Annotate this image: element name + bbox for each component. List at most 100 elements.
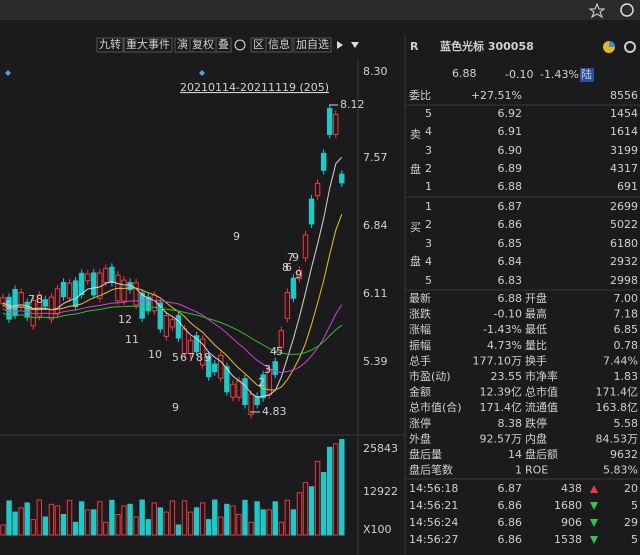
stat-label: ROE xyxy=(525,464,548,477)
candle-body xyxy=(151,294,157,312)
stat-label: 金额 xyxy=(409,385,431,399)
sequence-label: 4 xyxy=(270,345,277,358)
volume-bar xyxy=(12,511,18,536)
volume-bar xyxy=(78,501,85,536)
candle-body xyxy=(218,354,224,379)
volume-bar xyxy=(115,514,121,536)
candle-body xyxy=(248,393,254,416)
volume-bar xyxy=(157,507,164,536)
stat-label: 最低 xyxy=(525,323,547,336)
volume-bar xyxy=(42,516,49,536)
tag-frame xyxy=(580,68,594,82)
candle-body xyxy=(54,288,61,315)
stat-value: 7.44% xyxy=(603,354,638,367)
candle-body xyxy=(308,198,315,225)
price-axis-label: 6.11 xyxy=(363,287,388,300)
volume-bar xyxy=(97,501,103,536)
stat-label: 盘后额 xyxy=(525,447,558,461)
candle-body xyxy=(290,277,297,299)
volume-bar xyxy=(66,499,73,536)
stock-name: 蓝色光标 300058 xyxy=(440,39,534,53)
stat-value: 163.8亿 xyxy=(596,401,639,414)
stat-value: 6.85 xyxy=(614,323,639,336)
candle-body xyxy=(109,266,115,284)
toolbar-button[interactable]: 加自选 xyxy=(296,38,329,51)
side-label: 盘 xyxy=(410,254,421,268)
sequence-label: 11 xyxy=(125,333,139,346)
candle-body xyxy=(66,282,73,299)
target-icon[interactable] xyxy=(234,39,246,51)
tick-price: 6.86 xyxy=(498,533,523,546)
candle-body xyxy=(12,289,18,316)
level-price: 6.83 xyxy=(498,274,523,287)
change: -0.10 xyxy=(505,68,533,81)
volume-bar xyxy=(327,446,333,536)
moving-average xyxy=(2,299,343,374)
volume-bar xyxy=(206,519,212,536)
volume-bar xyxy=(308,486,315,536)
stat-value: 84.53万 xyxy=(596,432,639,445)
volume-bar xyxy=(199,502,206,536)
tick-count: 20 xyxy=(624,482,638,495)
volume-bar xyxy=(36,499,42,536)
sequence-label: 3 xyxy=(264,363,271,376)
stat-label: 总手 xyxy=(409,353,431,367)
sequence-label: 5 xyxy=(5,299,12,312)
stat-value: 14 xyxy=(508,448,522,461)
volume-bar xyxy=(224,503,230,536)
volume-bar xyxy=(139,499,145,536)
stat-label: 总市值(合) xyxy=(409,400,462,414)
toolbar-button[interactable]: 区 xyxy=(253,38,264,51)
tick-price: 6.86 xyxy=(498,516,523,529)
tag: 陆 xyxy=(581,67,592,81)
refresh-icon[interactable] xyxy=(620,3,634,17)
volume-bar xyxy=(54,505,61,536)
level-volume: 691 xyxy=(617,180,638,193)
stat-label: 量比 xyxy=(525,339,547,352)
volume-bar xyxy=(72,521,79,536)
volume-bar xyxy=(121,505,127,536)
toolbar-button[interactable]: 复权 xyxy=(192,37,214,51)
tick-time: 14:56:24 xyxy=(409,516,458,529)
volume-bar xyxy=(133,516,139,536)
level: 5 xyxy=(425,107,432,120)
stat-label: 流通值 xyxy=(525,400,558,414)
toolbar-button[interactable]: 信息 xyxy=(268,37,290,51)
candle-body xyxy=(230,383,236,398)
stat-value: -0.10 xyxy=(494,308,522,321)
volume-bar xyxy=(302,482,309,536)
stat-value: 171.4亿 xyxy=(596,386,639,399)
level: 3 xyxy=(425,144,432,157)
stat-value: 92.57万 xyxy=(480,432,523,445)
settings-icon[interactable] xyxy=(624,41,636,53)
dropdown-icon[interactable] xyxy=(351,42,359,48)
volume-bar xyxy=(320,472,327,536)
toolbar-button[interactable]: 九转 xyxy=(99,37,121,51)
tick-time: 14:56:27 xyxy=(409,533,458,546)
toolbar-button[interactable]: 重大事件 xyxy=(126,37,170,51)
sequence-label: 6 xyxy=(285,261,292,274)
candle-body xyxy=(72,280,79,308)
level-volume: 1614 xyxy=(610,125,638,138)
side-label: 卖 xyxy=(410,128,421,141)
toolbar-frame xyxy=(265,37,293,53)
ratio-label: 委比 xyxy=(409,89,431,102)
toolbar-button[interactable]: 叠 xyxy=(218,38,229,51)
sequence-label: 9 xyxy=(292,251,299,264)
star-icon[interactable] xyxy=(588,2,606,19)
volume-bar xyxy=(314,460,321,536)
volume-bar xyxy=(193,507,200,536)
tick-arrow xyxy=(590,485,598,493)
volume-bar xyxy=(30,519,36,536)
candle-body xyxy=(236,380,242,398)
stat-value: 7.18 xyxy=(614,308,639,321)
toolbar-button[interactable]: 演 xyxy=(177,37,188,51)
candle-body xyxy=(339,173,345,184)
play-icon[interactable] xyxy=(337,41,343,49)
moving-average xyxy=(2,156,343,398)
candle-body xyxy=(327,108,333,135)
volume-bar xyxy=(278,521,285,536)
sequence-label: 7 xyxy=(28,293,35,306)
toolbar-frame xyxy=(293,37,332,53)
